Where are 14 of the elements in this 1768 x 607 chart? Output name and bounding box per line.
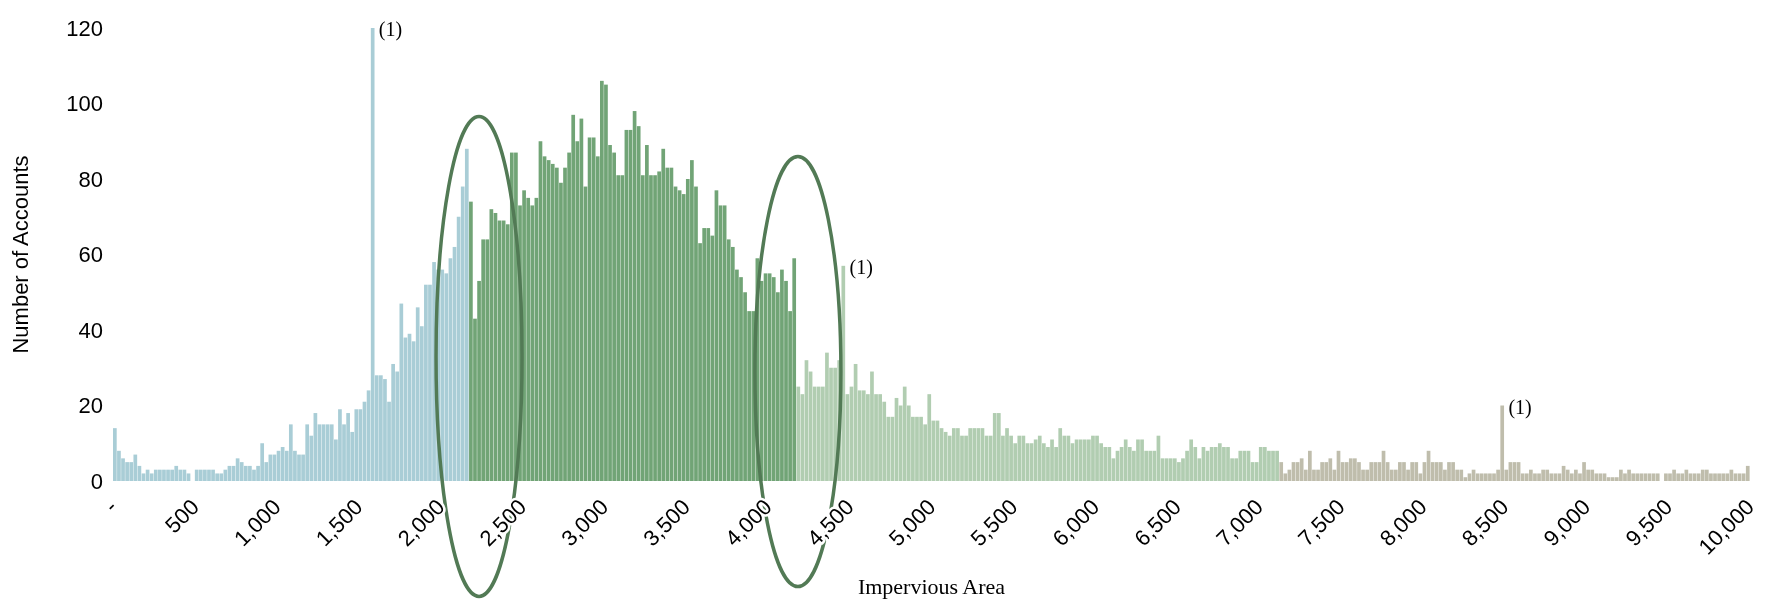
y-tick-label: 120 — [66, 15, 103, 41]
annotation: (1) — [1508, 395, 1532, 419]
y-tick-label: 40 — [78, 317, 103, 343]
x-tick-label: 500 — [160, 494, 204, 538]
annotation: (1) — [378, 18, 403, 41]
y-axis-title: Number of Accounts — [8, 155, 33, 354]
y-tick-label: 80 — [78, 166, 103, 192]
x-tick-label: - — [99, 494, 122, 518]
y-tick-label: 100 — [66, 91, 103, 117]
x-axis-title: Impervious Area — [857, 574, 1006, 599]
annotation: (1) — [849, 255, 873, 279]
y-tick-label: 0 — [90, 468, 103, 494]
y-tick-label: 60 — [78, 242, 103, 268]
y-tick-label: 20 — [78, 393, 103, 419]
